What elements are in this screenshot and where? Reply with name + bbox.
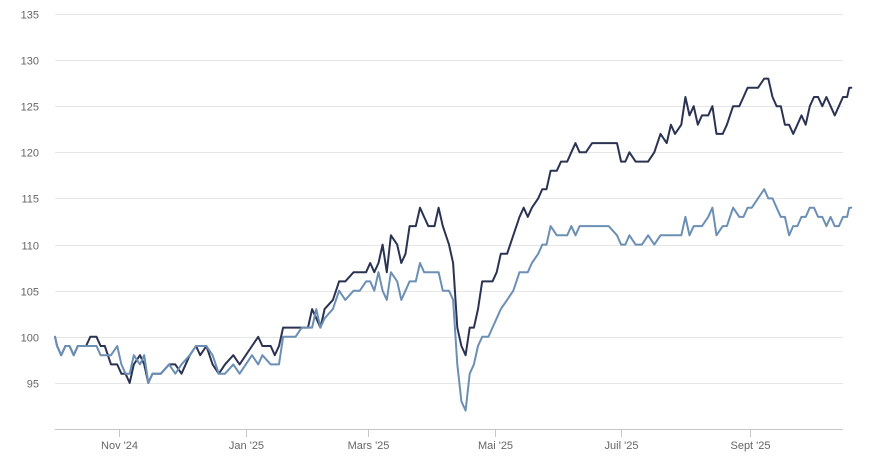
x-axis [55, 429, 843, 437]
tick-labels: 95 100 105 110 115 120 125 130 135 Nov '24 Jan '25… [21, 10, 771, 453]
x-tick-label: Jan '25 [229, 440, 264, 452]
series-line-1 [54, 77, 853, 384]
x-tick-label: Juil '25 [605, 440, 639, 452]
series-layer [54, 77, 853, 412]
y-tick-label: 105 [21, 287, 39, 299]
y-tick-label: 100 [21, 333, 39, 345]
x-tick-label: Mai '25 [478, 440, 513, 452]
x-tick-label: Sept '25 [730, 440, 770, 452]
y-tick-label: 95 [27, 379, 39, 391]
y-tick-label: 110 [21, 241, 39, 253]
series-line-2 [54, 188, 853, 412]
y-tick-label: 125 [21, 102, 39, 114]
y-tick-label: 115 [21, 194, 39, 206]
y-tick-label: 135 [21, 10, 39, 22]
x-tick-label: Mars '25 [348, 440, 390, 452]
y-tick-label: 130 [21, 56, 39, 68]
grid-layer [55, 14, 843, 384]
y-tick-label: 120 [21, 148, 39, 160]
x-tick-label: Nov '24 [101, 440, 138, 452]
